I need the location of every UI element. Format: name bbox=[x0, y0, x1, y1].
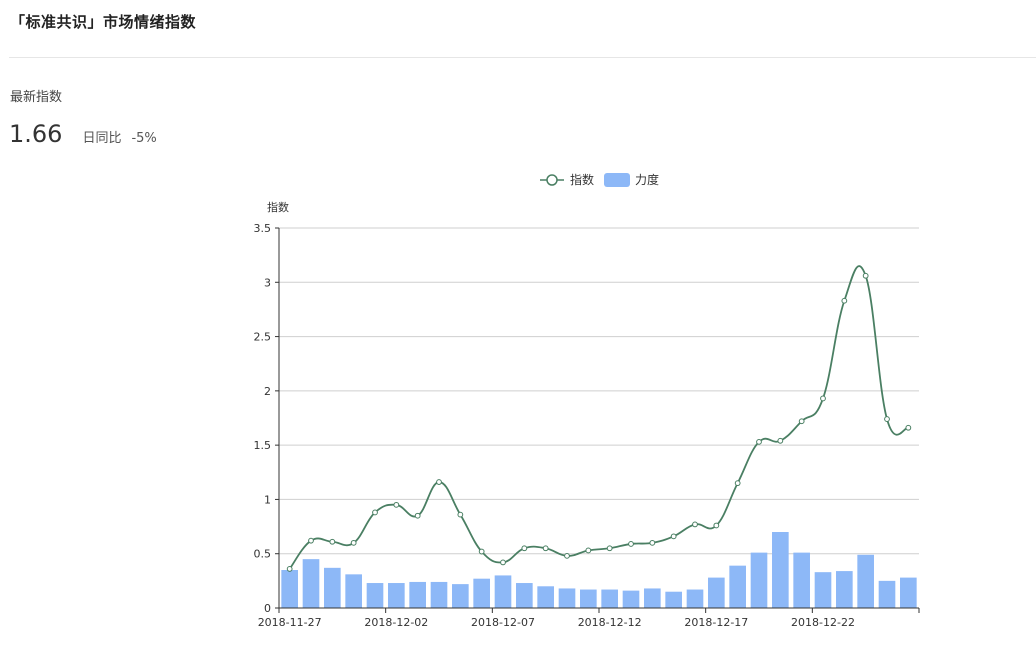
strength-bar[interactable] bbox=[750, 552, 768, 608]
index-point[interactable] bbox=[414, 512, 421, 519]
latest-index-label: 最新指数 bbox=[10, 90, 63, 105]
legend-item-strength[interactable]: 力度 bbox=[604, 172, 659, 187]
strength-bar[interactable] bbox=[345, 574, 362, 608]
day-over-day-value: -5% bbox=[131, 131, 157, 146]
index-point[interactable] bbox=[670, 533, 677, 540]
index-point[interactable] bbox=[521, 545, 528, 552]
index-point[interactable] bbox=[692, 521, 698, 528]
index-point[interactable] bbox=[372, 509, 378, 516]
y-axis-title: 指数 bbox=[267, 200, 289, 214]
legend-label-strength: 力度 bbox=[635, 172, 659, 187]
x-axis-tick-labels: 2018-11-27 2018-12-02 2018-12-07 2018-12-12… bbox=[258, 616, 855, 629]
x-tick-label: 2018-12-17 bbox=[684, 616, 748, 629]
index-point[interactable] bbox=[478, 548, 485, 555]
strength-bar[interactable] bbox=[708, 577, 725, 608]
latest-index-value: 1.66 bbox=[9, 120, 63, 148]
index-point[interactable] bbox=[884, 416, 890, 422]
index-point[interactable] bbox=[820, 395, 826, 402]
grid-lines bbox=[279, 227, 919, 555]
index-point[interactable] bbox=[393, 501, 400, 508]
y-tick-label: 1 bbox=[264, 493, 271, 506]
index-point[interactable] bbox=[564, 552, 570, 559]
x-tick-label: 2018-11-27 bbox=[258, 616, 322, 629]
strength-bar[interactable] bbox=[857, 554, 874, 608]
x-tick-label: 2018-12-02 bbox=[364, 616, 428, 629]
chart-legend: 指数 力度 bbox=[540, 172, 659, 187]
strength-bar[interactable] bbox=[878, 580, 896, 608]
index-point[interactable] bbox=[841, 297, 848, 304]
y-tick-label: 2 bbox=[264, 385, 271, 398]
index-line bbox=[288, 265, 909, 570]
y-tick-label: 2.5 bbox=[254, 331, 272, 344]
latest-index-row: 1.66 日同比 -5% bbox=[9, 120, 157, 148]
strength-bar[interactable] bbox=[302, 559, 320, 608]
strength-bar[interactable] bbox=[324, 567, 341, 608]
index-point[interactable] bbox=[457, 511, 464, 518]
strength-bar[interactable] bbox=[388, 583, 405, 608]
index-point[interactable] bbox=[500, 559, 506, 566]
day-over-day-label: 日同比 bbox=[82, 131, 122, 146]
strength-bar[interactable] bbox=[580, 589, 597, 608]
axes bbox=[275, 227, 920, 613]
index-point[interactable] bbox=[649, 539, 656, 546]
index-point[interactable] bbox=[329, 538, 336, 545]
bar-series bbox=[281, 532, 917, 608]
x-tick-label: 2018-12-07 bbox=[471, 616, 535, 629]
strength-bar[interactable] bbox=[665, 591, 682, 608]
index-point[interactable] bbox=[905, 424, 912, 431]
strength-bar[interactable] bbox=[686, 589, 704, 608]
index-point[interactable] bbox=[862, 272, 869, 279]
strength-bar[interactable] bbox=[409, 581, 426, 608]
strength-bar[interactable] bbox=[622, 590, 640, 608]
index-point[interactable] bbox=[734, 480, 741, 487]
strength-bar[interactable] bbox=[729, 565, 746, 608]
index-point[interactable] bbox=[628, 541, 634, 547]
strength-bar[interactable] bbox=[537, 586, 554, 608]
index-point[interactable] bbox=[713, 522, 720, 529]
y-axis-tick-labels: 0 0.5 1 1.5 2 2.5 3 3.5 bbox=[254, 222, 272, 615]
strength-bar[interactable] bbox=[516, 583, 533, 608]
strength-bar[interactable] bbox=[836, 571, 853, 608]
index-point[interactable] bbox=[350, 539, 357, 546]
strength-bar[interactable] bbox=[473, 578, 490, 608]
y-tick-label: 3 bbox=[264, 276, 271, 289]
strength-bar[interactable] bbox=[814, 572, 832, 608]
strength-bar[interactable] bbox=[558, 588, 576, 608]
index-point[interactable] bbox=[308, 537, 314, 544]
strength-bar[interactable] bbox=[494, 575, 512, 608]
x-tick-label: 2018-12-12 bbox=[578, 616, 642, 629]
y-tick-label: 1.5 bbox=[254, 439, 272, 452]
index-point[interactable] bbox=[777, 437, 784, 444]
strength-bar[interactable] bbox=[430, 581, 448, 608]
index-point[interactable] bbox=[798, 418, 805, 425]
strength-bar[interactable] bbox=[644, 588, 661, 608]
strength-bar[interactable] bbox=[452, 584, 469, 608]
index-point[interactable] bbox=[585, 547, 592, 554]
index-point[interactable] bbox=[542, 545, 549, 552]
strength-bar[interactable] bbox=[281, 570, 298, 608]
header-divider bbox=[9, 57, 1036, 58]
legend-item-index[interactable]: 指数 bbox=[540, 172, 594, 187]
strength-bar[interactable] bbox=[366, 583, 384, 608]
y-tick-label: 0.5 bbox=[254, 548, 272, 561]
page-title: 「标准共识」市场情绪指数 bbox=[10, 13, 197, 31]
index-point[interactable] bbox=[286, 566, 293, 572]
y-tick-label: 3.5 bbox=[254, 222, 272, 235]
x-tick-label: 2018-12-22 bbox=[791, 616, 855, 629]
legend-label-index: 指数 bbox=[570, 172, 594, 187]
y-tick-label: 0 bbox=[264, 602, 271, 615]
strength-bar[interactable] bbox=[772, 532, 789, 608]
index-points bbox=[286, 272, 912, 572]
strength-bar[interactable] bbox=[900, 577, 917, 608]
index-point[interactable] bbox=[756, 438, 762, 445]
strength-bar[interactable] bbox=[601, 589, 618, 608]
strength-bar[interactable] bbox=[793, 552, 810, 608]
index-point[interactable] bbox=[606, 545, 613, 552]
index-point[interactable] bbox=[436, 479, 442, 485]
